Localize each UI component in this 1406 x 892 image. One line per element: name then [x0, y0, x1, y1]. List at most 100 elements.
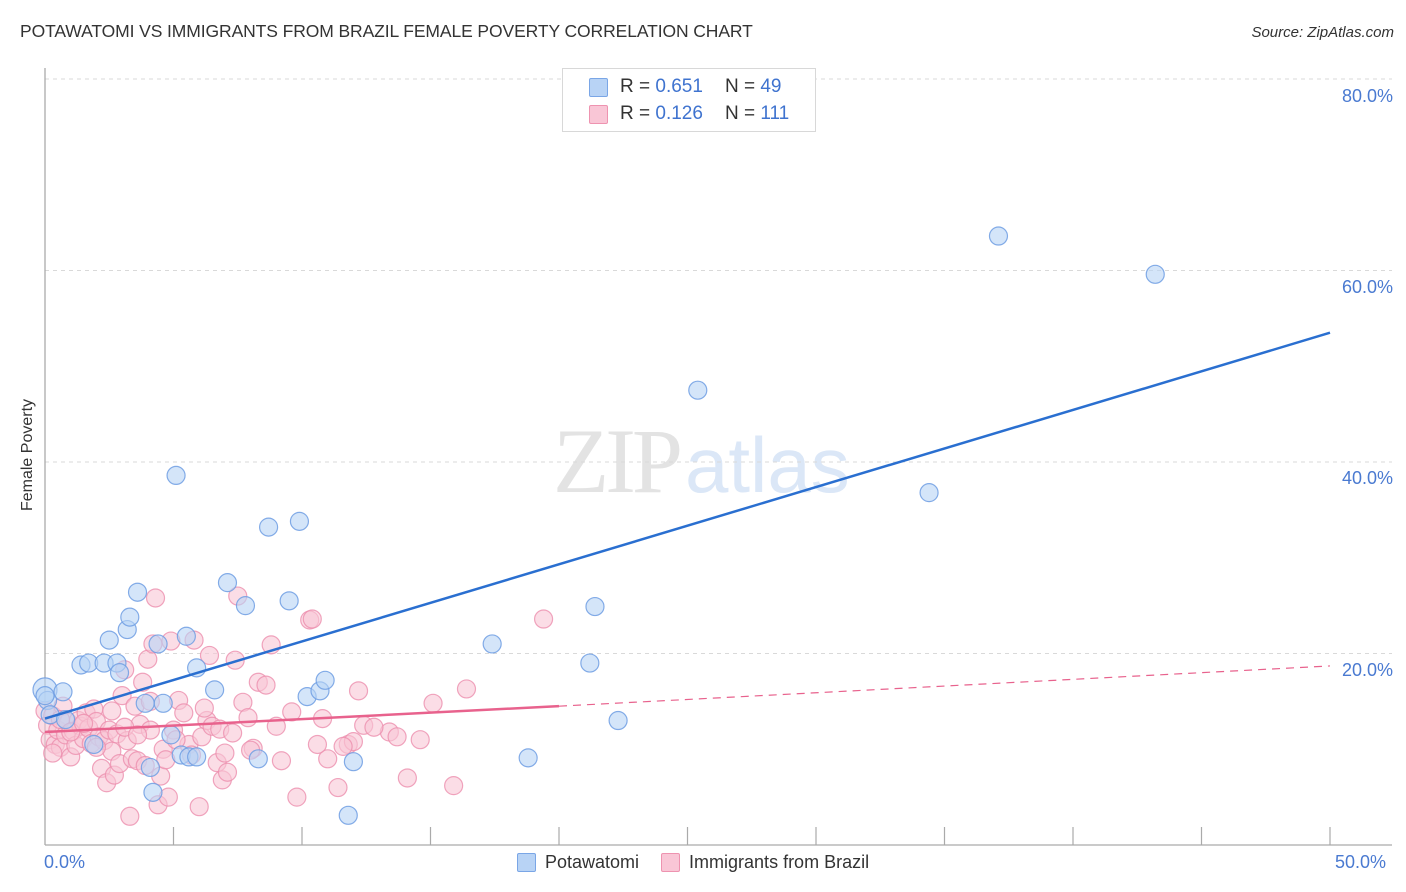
- data-point: [333, 736, 353, 756]
- r-label: R =: [620, 103, 651, 124]
- legend-label: Potawatomi: [545, 852, 640, 872]
- data-point: [127, 582, 148, 602]
- n-value: 111: [760, 103, 790, 124]
- data-point: [140, 757, 160, 778]
- data-point: [343, 752, 363, 772]
- legend-row-potawatomi: R = 0.651 N = 49: [589, 75, 781, 99]
- data-point: [143, 782, 163, 802]
- data-point: [444, 776, 464, 796]
- data-point: [258, 517, 279, 537]
- data-point: [688, 380, 708, 400]
- data-point: [217, 762, 238, 782]
- data-point: [215, 743, 235, 763]
- data-point: [482, 634, 502, 654]
- x-tick-50: 50.0%: [1335, 852, 1387, 872]
- trendline-brazil: [44, 704, 560, 734]
- blue-swatch-icon: [517, 853, 536, 872]
- y-tick-40: 40.0%: [1341, 468, 1393, 488]
- legend-item-potawatomi[interactable]: Potawatomi: [517, 852, 639, 873]
- data-point: [328, 777, 348, 798]
- data-point: [189, 797, 209, 817]
- data-point: [287, 787, 307, 807]
- data-point: [302, 609, 322, 629]
- r-value: 0.126: [655, 103, 703, 124]
- data-point: [199, 645, 220, 666]
- data-point: [282, 702, 302, 722]
- data-point: [223, 723, 243, 743]
- legend-row-brazil: R = 0.126 N = 111: [589, 102, 789, 126]
- correlation-legend: R = 0.651 N = 49 R = 0.126 N = 111: [562, 68, 816, 132]
- data-point: [53, 682, 73, 702]
- series-legend: Potawatomi Immigrants from Brazil: [517, 852, 891, 873]
- data-point: [99, 630, 119, 650]
- data-point: [148, 634, 168, 654]
- data-point: [166, 465, 186, 486]
- data-point: [73, 713, 94, 733]
- trendline-potawatomi: [44, 331, 1331, 720]
- data-point: [518, 748, 538, 768]
- data-point: [387, 727, 407, 747]
- data-point: [102, 701, 122, 721]
- data-point: [289, 511, 310, 531]
- n-value: 49: [760, 76, 782, 97]
- data-point: [271, 751, 292, 771]
- data-point: [348, 681, 369, 701]
- r-label: R =: [620, 76, 651, 97]
- pink-swatch-icon: [661, 853, 681, 872]
- data-point: [318, 749, 338, 769]
- y-tick-60: 60.0%: [1341, 277, 1393, 297]
- data-point: [35, 686, 55, 706]
- data-point: [307, 734, 328, 755]
- series-potawatomi: [32, 226, 1165, 825]
- x-tick-0: 0.0%: [44, 852, 86, 872]
- data-point: [145, 588, 166, 608]
- data-point: [456, 679, 477, 699]
- data-point: [43, 743, 63, 763]
- y-tick-80: 80.0%: [1341, 86, 1393, 106]
- blue-swatch-icon: [589, 77, 608, 97]
- data-point: [153, 693, 173, 713]
- data-point: [235, 596, 256, 616]
- data-point: [120, 607, 140, 627]
- data-point: [315, 670, 335, 690]
- data-point: [205, 680, 225, 700]
- axes: [44, 68, 1392, 846]
- data-point: [410, 730, 430, 750]
- data-point: [84, 734, 104, 755]
- source-label: Source: ZipAtlas.com: [1251, 24, 1394, 41]
- data-point: [585, 596, 605, 617]
- data-point: [988, 226, 1009, 246]
- legend-label: Immigrants from Brazil: [689, 852, 870, 872]
- gridlines: [45, 78, 1392, 654]
- n-label: N =: [724, 76, 756, 97]
- data-point: [194, 698, 214, 718]
- trendlines: [44, 331, 1331, 734]
- data-point: [217, 573, 238, 593]
- data-point: [187, 747, 207, 767]
- series-immigrants-from-brazil: [35, 586, 554, 826]
- data-point: [135, 693, 155, 713]
- chart-title: POTAWATOMI VS IMMIGRANTS FROM BRAZIL FEM…: [20, 21, 753, 41]
- data-point: [109, 663, 130, 683]
- data-point: [1145, 264, 1165, 284]
- data-point: [120, 806, 140, 826]
- data-point: [608, 710, 628, 731]
- trendline-brazil-extension: [558, 665, 1331, 707]
- legend-item-immigrants-from-brazil[interactable]: Immigrants from Brazil: [661, 852, 869, 873]
- r-value: 0.651: [655, 76, 703, 97]
- data-point: [533, 609, 554, 629]
- data-point: [580, 653, 600, 673]
- data-point: [279, 591, 299, 611]
- y-tick-20: 20.0%: [1341, 660, 1393, 680]
- data-point: [338, 805, 358, 825]
- n-label: N =: [724, 103, 756, 124]
- data-point: [919, 483, 939, 503]
- data-point: [174, 703, 194, 723]
- data-point: [248, 749, 268, 769]
- data-point: [161, 725, 181, 745]
- pink-swatch-icon: [589, 104, 608, 124]
- data-point: [238, 708, 258, 728]
- data-point: [364, 717, 384, 737]
- data-point: [397, 768, 417, 788]
